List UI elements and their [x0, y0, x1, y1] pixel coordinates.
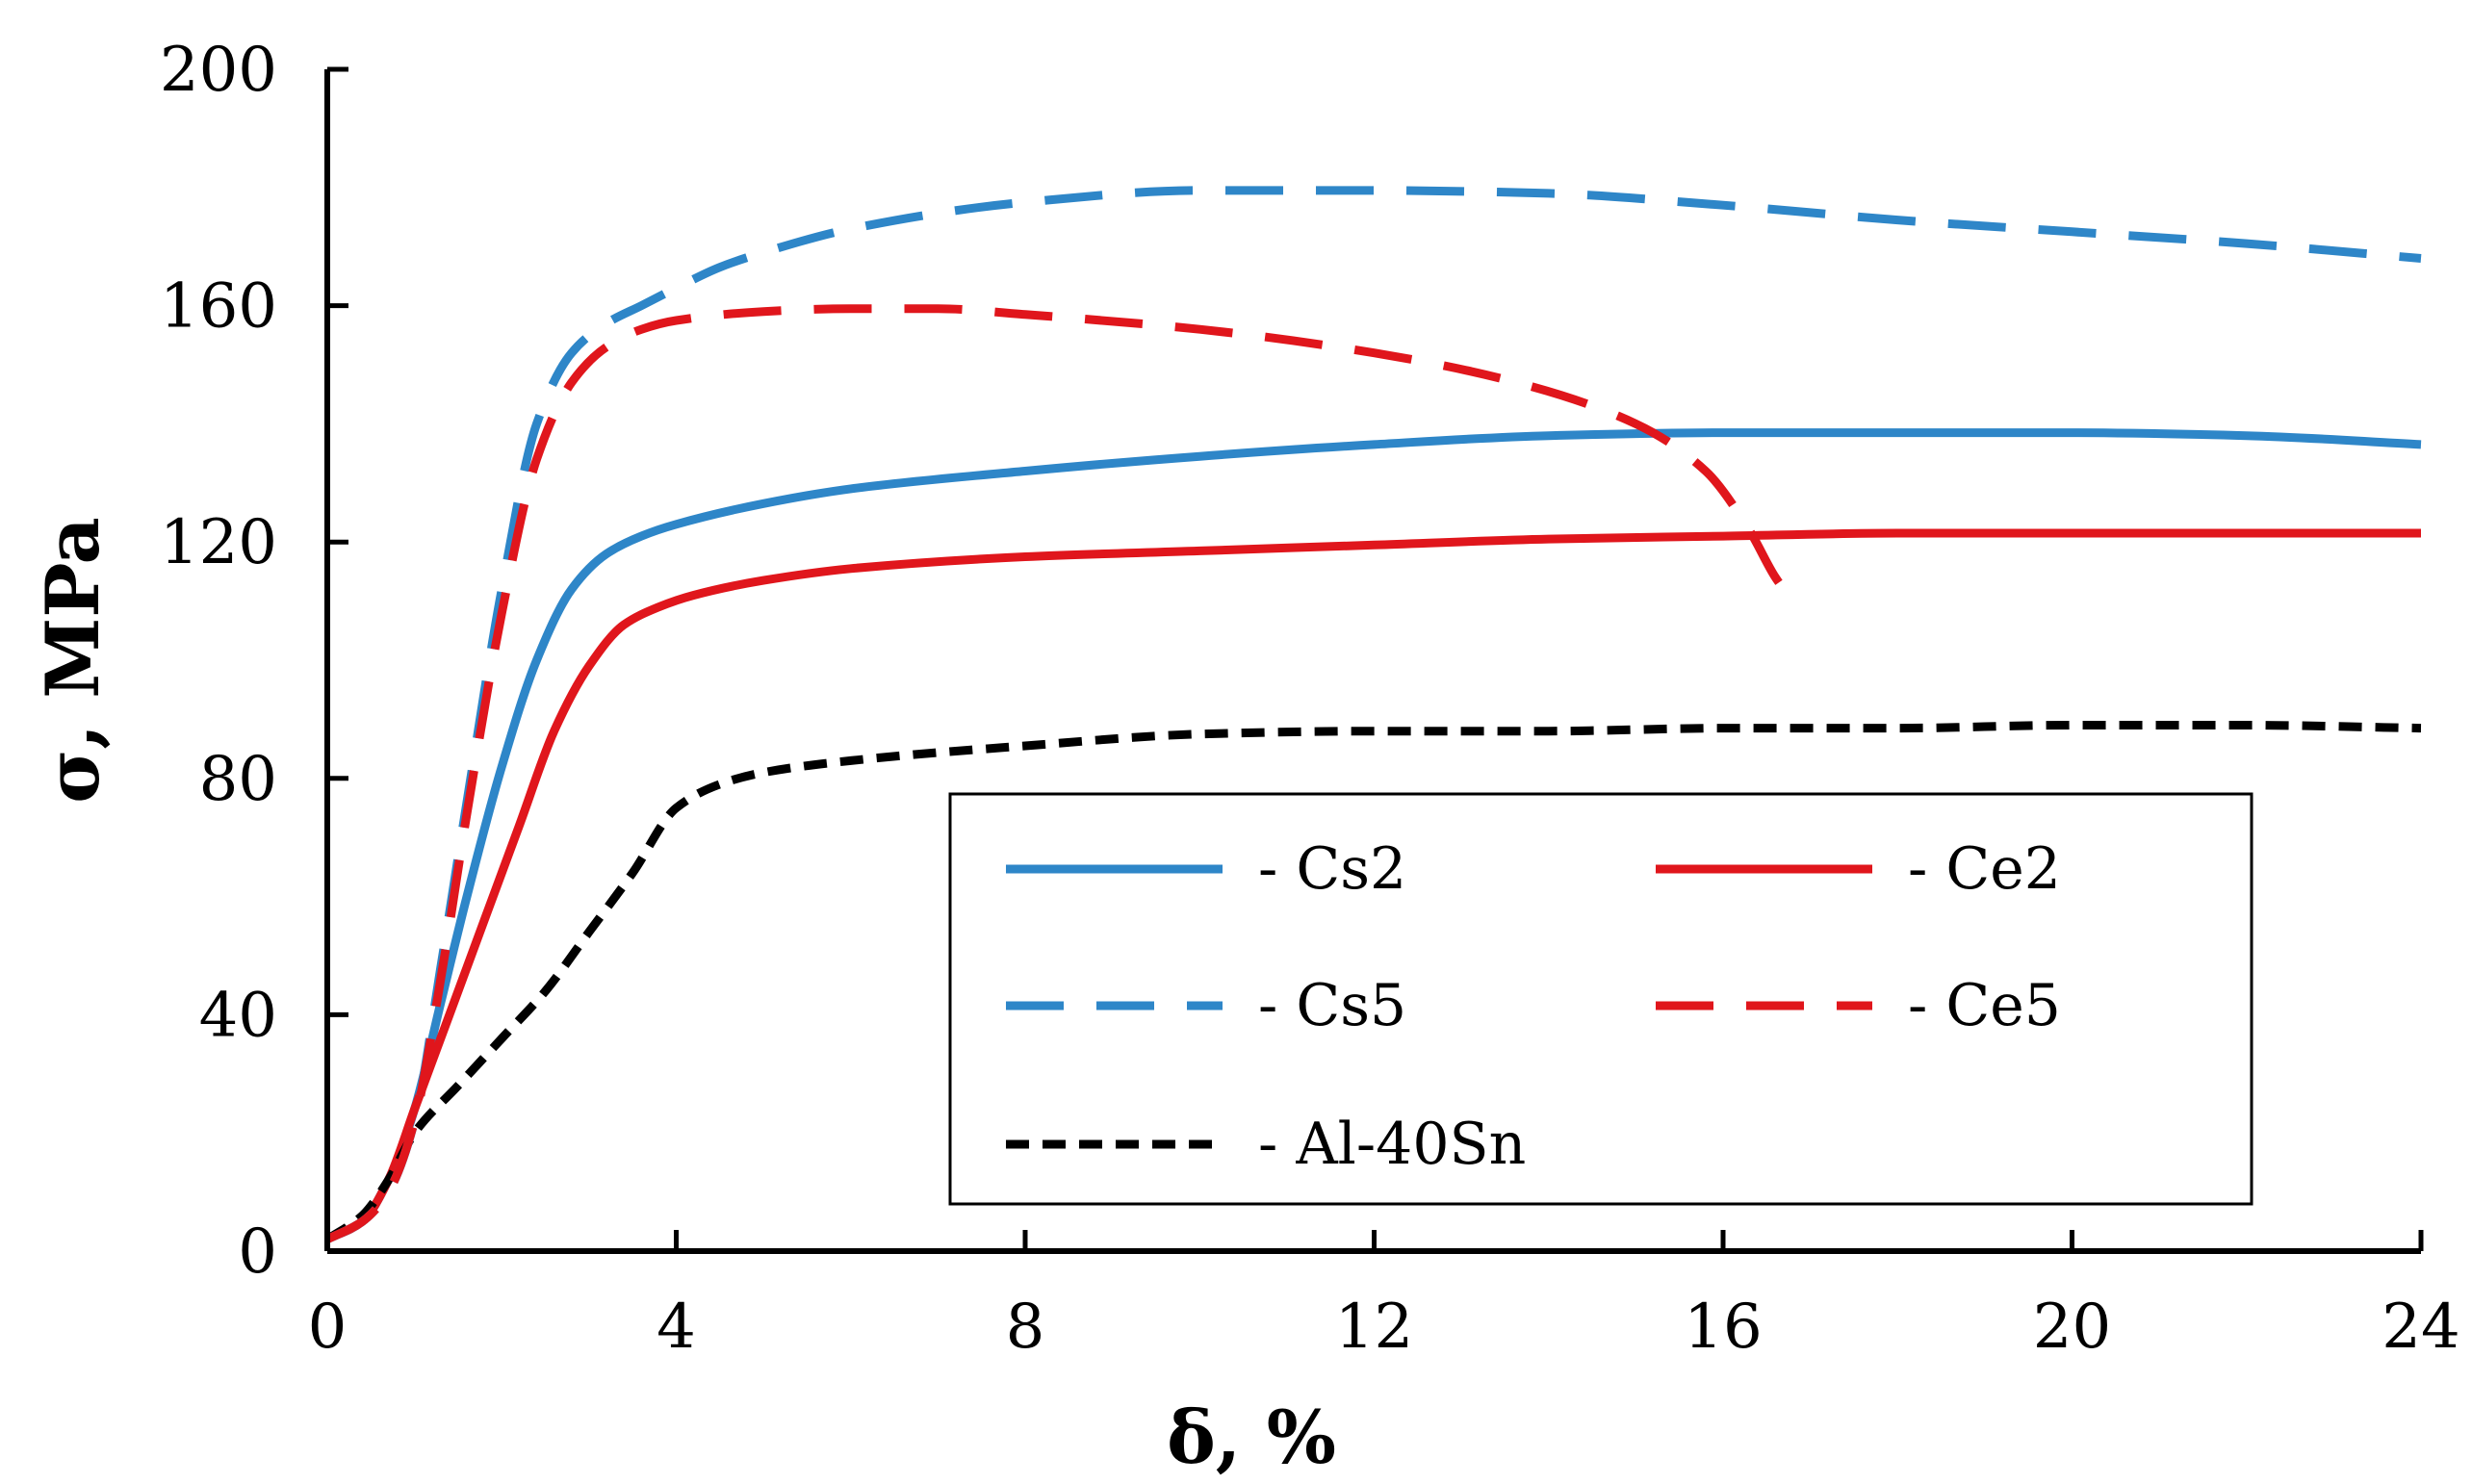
legend-label-cs2: - Cs2: [1258, 835, 1406, 903]
x-tick-label-0: 0: [308, 1292, 348, 1363]
x-axis-title: δ, %: [1167, 1394, 1336, 1480]
y-axis-title: σ, MPa: [30, 517, 116, 803]
x-tick-label-16: 16: [1684, 1292, 1762, 1363]
y-tick-label-40: 40: [199, 980, 277, 1051]
legend-box: [948, 792, 2253, 1206]
y-tick-label-160: 160: [160, 271, 277, 343]
series-line-ce5: [324, 304, 1797, 1243]
y-tick-label-80: 80: [199, 744, 277, 815]
legend: - Cs2 - Ce2 - Cs5 - Ce5 - Al-40Sn: [948, 792, 2253, 1206]
y-tick-label-120: 120: [160, 507, 277, 578]
series-line-ce2: [324, 528, 2421, 1243]
x-tick-label-4: 4: [657, 1292, 696, 1363]
tick-labels: 0 4 8 12 16 20 24 0 40 80 120 160 200: [160, 35, 2460, 1363]
plot-lines: [324, 186, 2422, 1243]
x-tick-label-12: 12: [1335, 1292, 1413, 1363]
x-tick-label-24: 24: [2382, 1292, 2459, 1363]
legend-items: - Cs2 - Ce2 - Cs5 - Ce5 - Al-40Sn: [1006, 835, 2061, 1178]
y-tick-label-200: 200: [160, 35, 277, 106]
y-tick-label-0: 0: [238, 1216, 277, 1288]
series-line-cs2: [324, 428, 2422, 1243]
ticks: [324, 66, 2424, 1254]
x-tick-label-8: 8: [1006, 1292, 1045, 1363]
x-tick-label-20: 20: [2033, 1292, 2111, 1363]
legend-label-al-40sn: - Al-40Sn: [1258, 1111, 1526, 1178]
legend-label-ce2: - Ce2: [1908, 835, 2061, 903]
legend-label-ce5: - Ce5: [1908, 972, 2061, 1039]
series-line-al-40sn: [324, 720, 2422, 1243]
legend-label-cs5: - Cs5: [1258, 972, 1406, 1039]
